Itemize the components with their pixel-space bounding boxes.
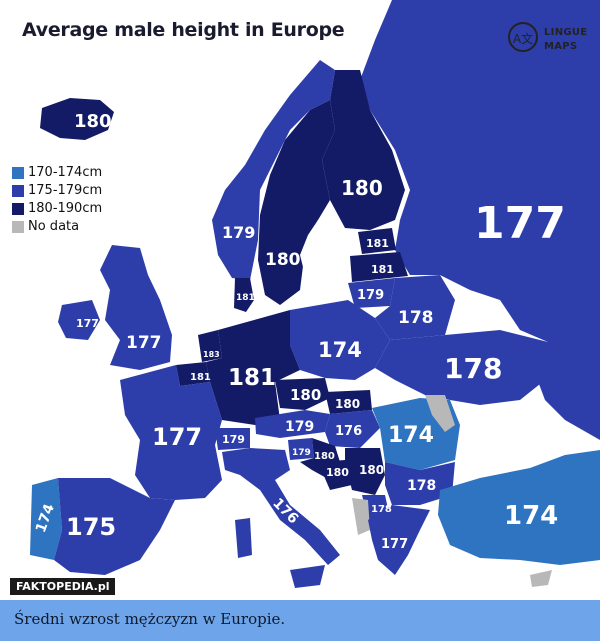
region-czechia (275, 378, 330, 410)
translate-icon: A文 (508, 22, 538, 52)
label-belarus: 178 (398, 308, 434, 328)
label-serbia: 180 (359, 463, 384, 477)
label-finland: 180 (341, 176, 383, 200)
legend-label: 170-174cm (28, 165, 103, 180)
region-latvia (350, 252, 408, 282)
label-france: 177 (152, 423, 202, 451)
region-russia (360, 0, 600, 440)
region-estonia (358, 228, 396, 254)
region-bosnia (318, 460, 352, 490)
region-portugal (30, 478, 62, 560)
region-slovenia (288, 438, 314, 460)
label-bulgaria: 178 (407, 478, 436, 494)
legend-swatch (12, 167, 24, 179)
region-lithuania (348, 278, 395, 308)
region-hungary (325, 410, 380, 448)
region-belgium (176, 362, 210, 386)
label-hungary: 176 (335, 424, 362, 439)
region-germany (206, 310, 300, 425)
label-estonia: 181 (366, 237, 389, 250)
caption-bar: Średni wzrost mężczyzn w Europie. (0, 600, 600, 641)
label-russia: 177 (474, 198, 566, 249)
region-italy (222, 448, 340, 565)
region-belarus (375, 275, 455, 340)
label-sweden: 180 (265, 250, 301, 270)
label-czechia: 180 (290, 386, 321, 404)
region-spain (54, 478, 175, 575)
label-ireland: 177 (76, 317, 99, 330)
label-lithuania: 179 (357, 288, 384, 303)
region-switzerland (215, 428, 250, 450)
lingue-maps-logo: A文 LINGUE MAPS (508, 22, 594, 62)
region-greece (368, 505, 430, 575)
label-netherlands: 183 (203, 350, 220, 359)
legend-label: 175-179cm (28, 183, 103, 198)
legend-label: No data (28, 219, 80, 234)
region-cyprus (530, 570, 552, 587)
legend-item: 180-190cm (12, 200, 122, 218)
label-norway: 179 (222, 223, 255, 242)
region-bulgaria (385, 462, 455, 505)
legend-item: 175-179cm (12, 182, 122, 200)
logo-text-line1: LINGUE (544, 27, 588, 38)
region-finland (322, 70, 405, 230)
region-uk (100, 245, 172, 370)
label-slovakia: 180 (335, 397, 360, 411)
region-denmark (234, 278, 254, 312)
label-montenegro: 178 (371, 504, 392, 515)
logo-text-line2: MAPS (544, 41, 578, 52)
label-denmark: 181 (236, 293, 255, 303)
region-slovakia (325, 390, 372, 414)
faktopedia-watermark: FAKTOPEDIA.pl (10, 578, 116, 595)
label-spain: 175 (66, 513, 116, 541)
region-poland (290, 300, 390, 380)
region-iceland (40, 98, 114, 140)
legend-swatch (12, 185, 24, 197)
region-sicily (290, 565, 325, 588)
europe-map: 180 177 180 179 180 181 181 179 181 177 … (30, 0, 600, 588)
label-austria: 179 (285, 419, 314, 435)
label-bosnia: 180 (326, 466, 349, 479)
caption-text: Średni wzrost mężczyzn w Europie. (14, 610, 286, 628)
legend-label: 180-190cm (28, 201, 103, 216)
region-ireland (58, 300, 100, 340)
map-title: Average male height in Europe (22, 19, 345, 41)
label-turkey: 174 (504, 501, 558, 531)
map-panel: 180 177 180 179 180 181 181 179 181 177 … (10, 0, 600, 595)
label-slovenia: 179 (292, 448, 311, 458)
legend-swatch (12, 221, 24, 233)
region-turkey (438, 450, 600, 565)
region-albania (352, 498, 370, 535)
black-sea (460, 405, 560, 468)
label-croatia: 180 (314, 451, 335, 462)
label-poland: 174 (318, 338, 362, 362)
label-greece: 177 (381, 537, 408, 552)
legend-item: No data (12, 218, 122, 236)
label-belgium: 181 (190, 372, 211, 383)
region-norway (212, 60, 335, 280)
region-france (120, 365, 222, 500)
baltic-sea (300, 220, 348, 282)
region-moldova (425, 395, 455, 432)
region-sardinia (235, 518, 252, 558)
label-iceland: 180 (74, 111, 112, 132)
region-netherlands (198, 330, 222, 362)
legend-swatch (12, 203, 24, 215)
legend: 170-174cm 175-179cm 180-190cm No data (12, 164, 122, 236)
label-ukraine: 178 (444, 352, 502, 385)
label-germany: 181 (228, 365, 276, 391)
label-switzerland: 179 (222, 433, 245, 446)
label-romania: 174 (388, 423, 434, 448)
region-austria (255, 410, 330, 438)
legend-item: 170-174cm (12, 164, 122, 182)
region-sweden (258, 100, 335, 305)
label-uk: 177 (126, 333, 162, 353)
region-serbia (345, 448, 385, 495)
region-ukraine (375, 330, 548, 405)
label-latvia: 181 (371, 263, 394, 276)
